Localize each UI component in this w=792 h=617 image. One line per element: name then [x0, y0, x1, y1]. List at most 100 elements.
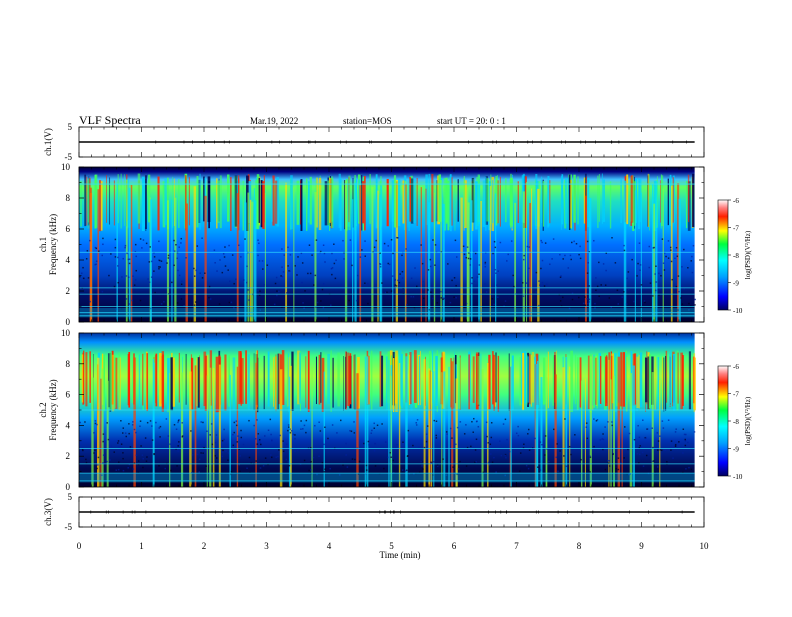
burst-streak	[281, 350, 285, 405]
noise-speck	[155, 421, 157, 424]
noise-speck	[367, 440, 370, 443]
noise-speck	[351, 264, 353, 267]
sferic-spike	[377, 190, 379, 322]
noise-speck	[287, 424, 290, 426]
noise-speck	[318, 421, 320, 424]
burst-streak	[609, 181, 612, 229]
burst-streak	[663, 357, 665, 412]
noise-speck	[82, 449, 84, 452]
noise-speck	[465, 424, 467, 426]
noise-speck	[548, 460, 550, 463]
noise-speck	[307, 272, 309, 275]
noise-speck	[151, 439, 154, 441]
noise-speck	[363, 442, 365, 445]
sferic-spike	[440, 179, 442, 322]
sferic-spike	[565, 357, 568, 487]
noise-speck	[654, 471, 657, 474]
noise-speck	[598, 295, 600, 298]
noise-speck	[364, 255, 367, 257]
noise-speck	[421, 465, 423, 467]
noise-speck	[94, 449, 96, 451]
noise-speck	[200, 421, 202, 423]
noise-speck	[312, 456, 315, 459]
burst-streak	[576, 357, 579, 411]
noise-speck	[122, 469, 125, 472]
noise-speck	[180, 298, 183, 300]
noise-speck	[586, 437, 589, 440]
noise-speck	[232, 444, 235, 447]
noise-speck	[586, 449, 589, 451]
noise-speck	[599, 439, 602, 441]
y-tick-label: 5	[68, 122, 73, 132]
burst-streak	[497, 180, 499, 224]
noise-speck	[94, 420, 97, 422]
burst-streak	[344, 356, 346, 410]
noise-speck	[294, 437, 296, 440]
y-tick-label: -5	[65, 152, 73, 162]
burst-streak	[410, 178, 414, 224]
noise-speck	[106, 460, 108, 463]
noise-speck	[657, 449, 659, 451]
burst-streak	[260, 180, 263, 228]
burst-streak	[625, 350, 627, 412]
sferic-spike	[617, 356, 621, 487]
noise-speck	[640, 445, 643, 448]
noise-speck	[314, 306, 317, 308]
noise-speck	[643, 300, 646, 302]
noise-speck	[523, 254, 525, 257]
burst-streak	[321, 357, 325, 412]
noise-speck	[487, 461, 490, 464]
noise-speck	[623, 291, 625, 293]
noise-speck	[177, 419, 180, 422]
burst-streak	[349, 353, 352, 405]
noise-speck	[485, 421, 488, 424]
noise-speck	[175, 243, 177, 246]
noise-speck	[540, 267, 542, 270]
noise-speck	[652, 295, 654, 297]
noise-speck	[620, 462, 622, 464]
noise-speck	[381, 282, 383, 284]
noise-speck	[373, 422, 375, 425]
noise-speck	[310, 447, 312, 449]
noise-speck	[228, 301, 231, 304]
sferic-spike	[311, 366, 313, 487]
noise-speck	[167, 254, 170, 257]
noise-speck	[390, 290, 393, 292]
burst-streak	[262, 181, 265, 229]
burst-streak	[86, 176, 88, 226]
burst-streak	[157, 176, 160, 231]
sferic-spike	[651, 372, 654, 487]
noise-speck	[368, 444, 370, 446]
noise-speck	[425, 440, 428, 443]
burst-streak	[84, 174, 87, 227]
burst-streak	[89, 351, 91, 403]
noise-speck	[604, 284, 607, 286]
sferic-spike	[443, 371, 446, 487]
noise-speck	[158, 259, 161, 262]
noise-speck	[487, 442, 489, 444]
sferic-spike	[662, 188, 664, 322]
noise-speck	[639, 264, 642, 266]
noise-speck	[384, 441, 387, 443]
noise-speck	[330, 304, 332, 306]
noise-speck	[101, 290, 104, 293]
burst-streak	[570, 350, 573, 412]
sferic-spike	[580, 380, 583, 487]
burst-streak	[660, 175, 664, 227]
burst-streak	[583, 177, 586, 224]
noise-speck	[570, 258, 572, 261]
noise-speck	[608, 297, 611, 299]
burst-streak	[278, 353, 281, 405]
station-label: station=MOS	[343, 116, 392, 126]
noise-speck	[667, 419, 670, 421]
noise-speck	[675, 246, 678, 249]
burst-streak	[338, 173, 341, 228]
noise-speck	[688, 308, 690, 311]
sferic-spike	[427, 202, 431, 322]
burst-streak	[510, 178, 513, 227]
noise-speck	[279, 434, 281, 437]
ch2-colorbar: -6 -7 -8 -9 -10 log(PSD)(V²/Hz)	[717, 363, 752, 481]
noise-speck	[308, 469, 310, 472]
noise-speck	[271, 456, 273, 459]
noise-speck	[323, 252, 326, 255]
